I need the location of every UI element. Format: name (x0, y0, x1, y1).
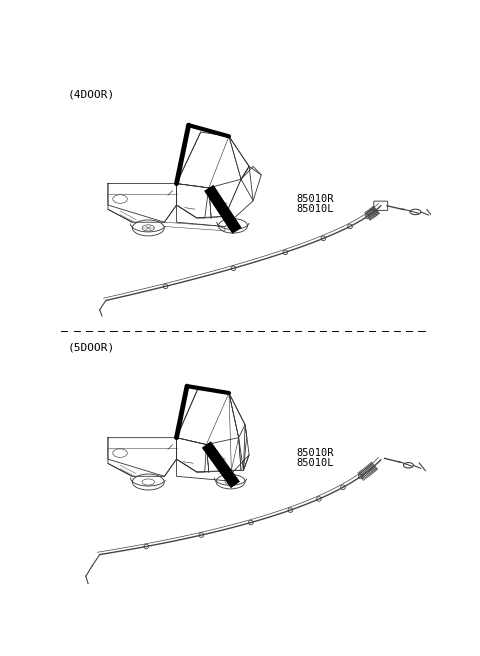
Text: 85010L: 85010L (296, 458, 334, 468)
Text: 85010R: 85010R (296, 194, 334, 204)
Text: (5DOOR): (5DOOR) (67, 342, 115, 352)
Text: 85010R: 85010R (296, 448, 334, 458)
Text: (4DOOR): (4DOOR) (67, 89, 115, 100)
Text: 85010L: 85010L (296, 204, 334, 214)
